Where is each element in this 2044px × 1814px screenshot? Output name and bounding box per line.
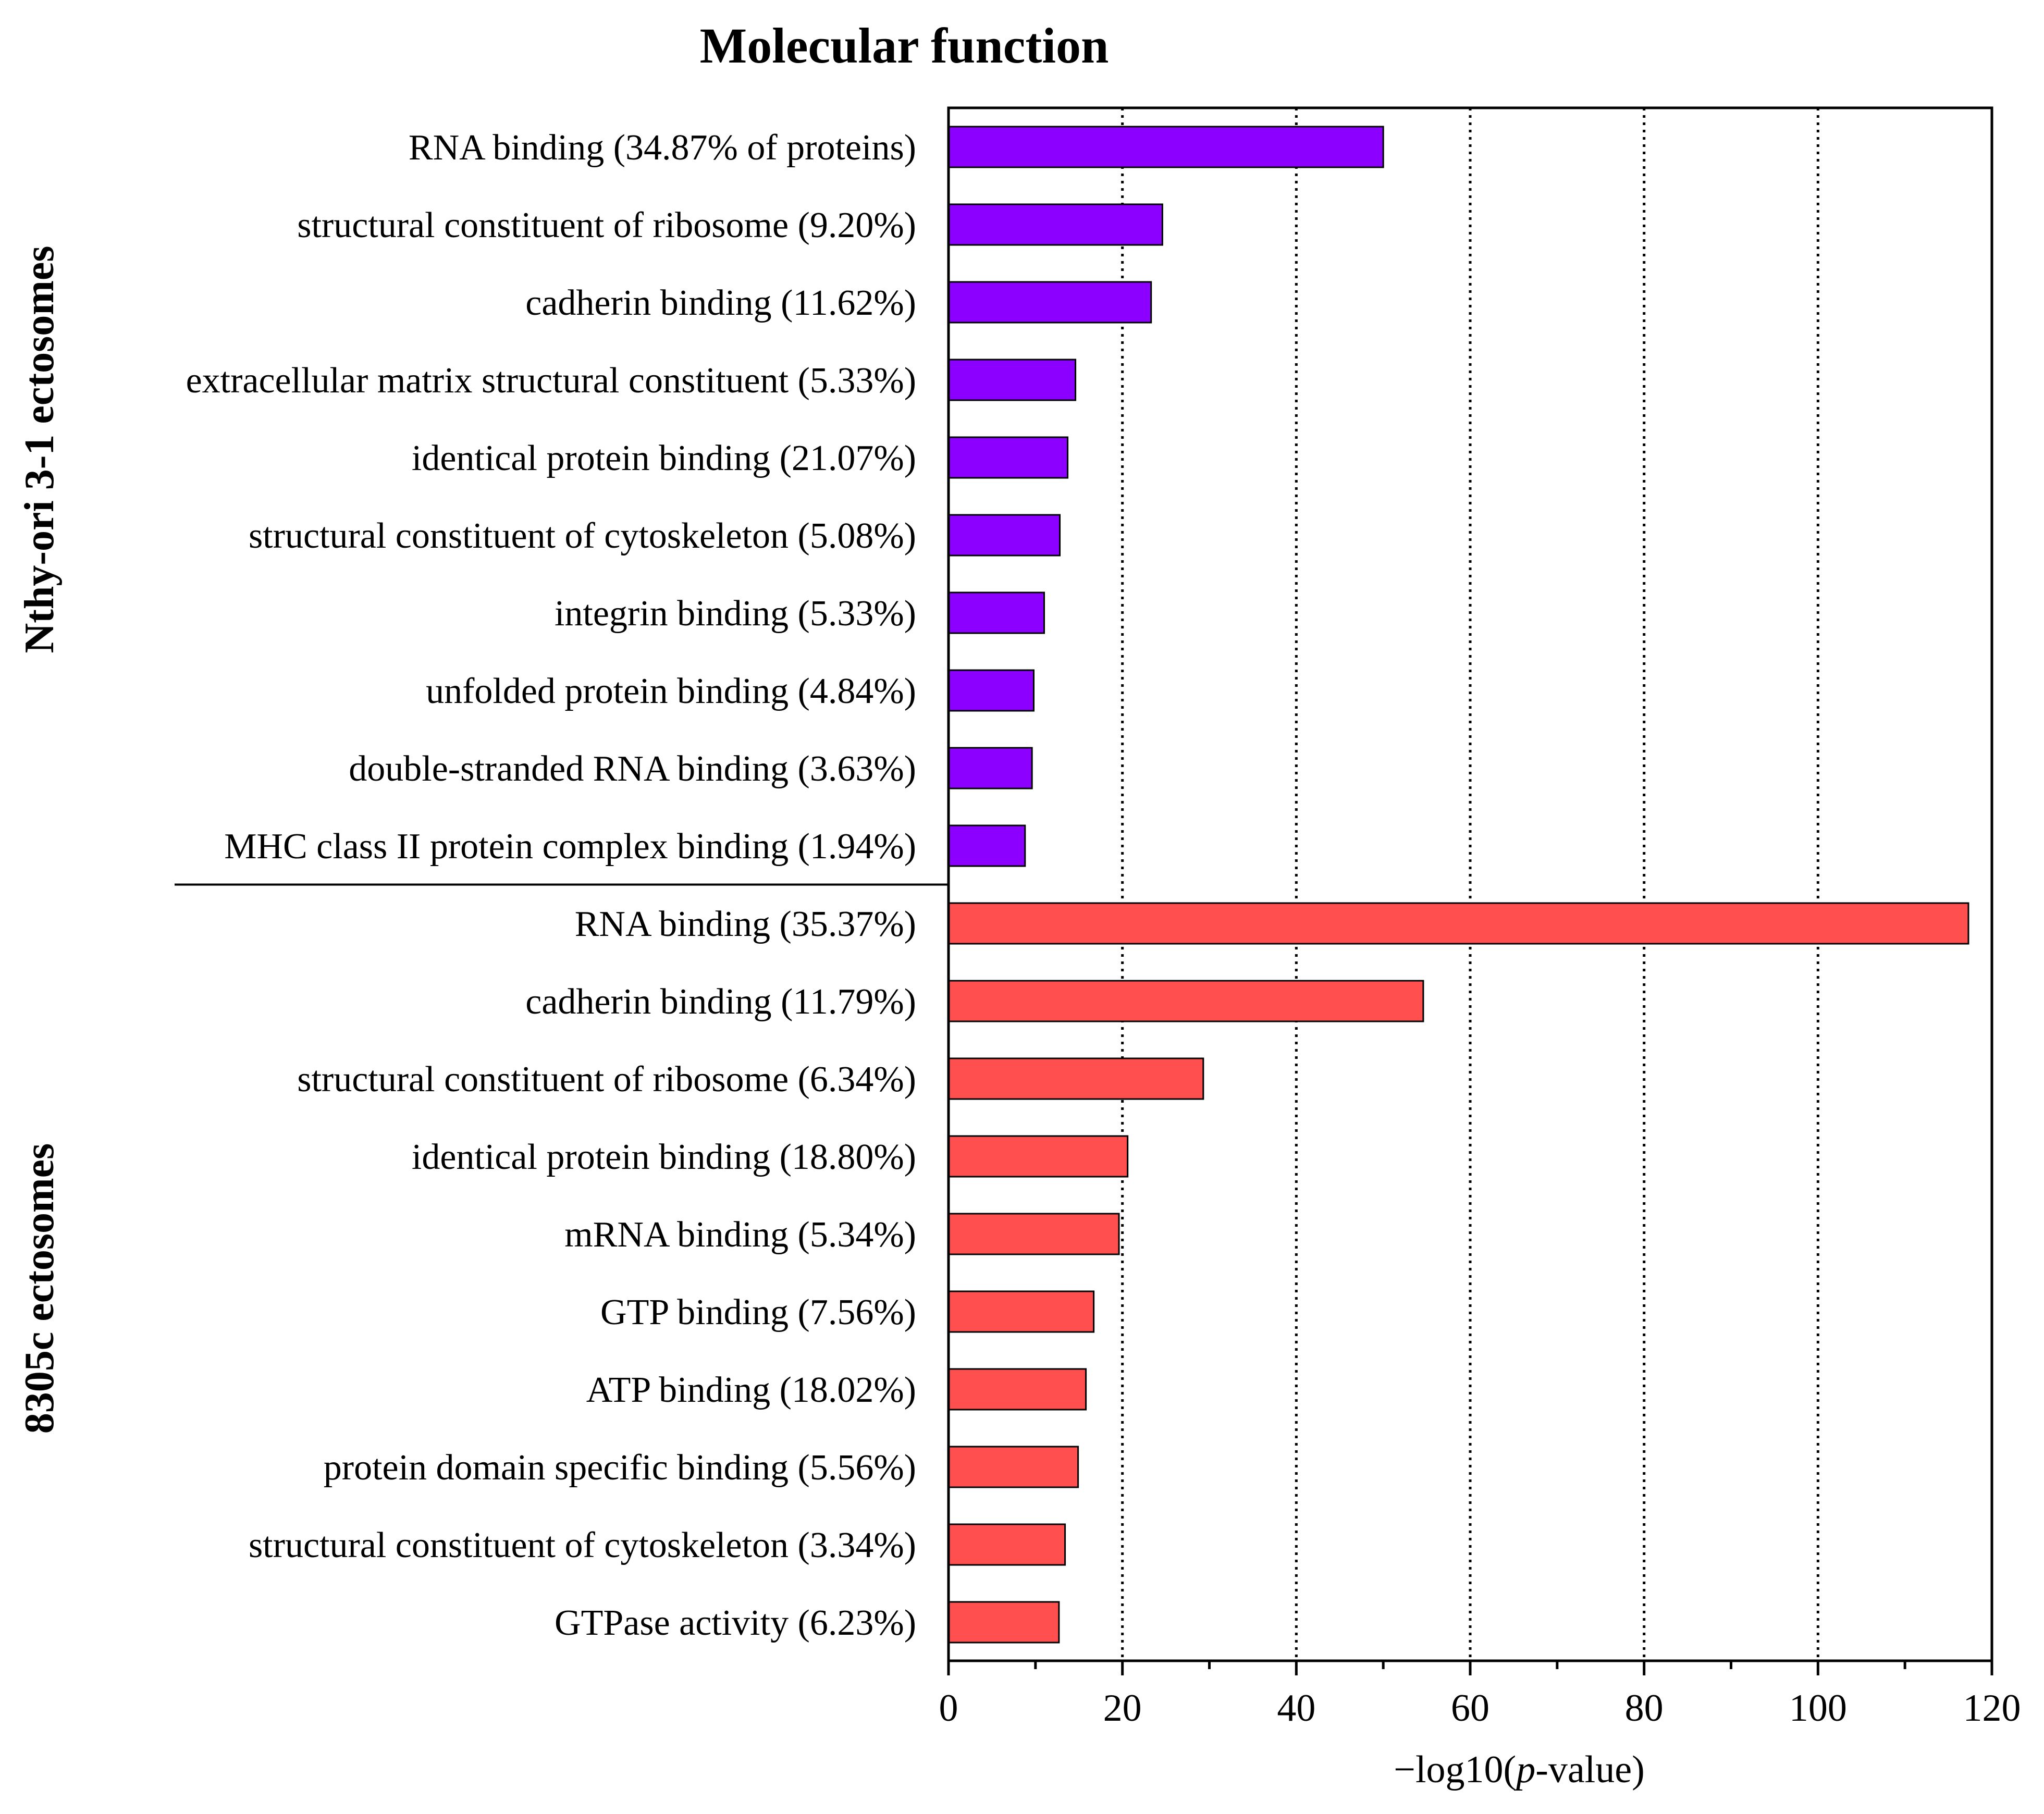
category-label: structural constituent of ribosome (9.20… — [297, 205, 916, 245]
bar-2-7 — [947, 1368, 1087, 1411]
category-label: protein domain specific binding (5.56%) — [324, 1448, 916, 1488]
category-label: MHC class II protein complex binding (1.… — [224, 826, 916, 867]
bar-1-9 — [947, 747, 1033, 789]
bar-1-8 — [947, 669, 1035, 712]
plot-frame — [947, 106, 1993, 1662]
x-axis-label: −log10(p-value) — [1394, 1748, 1644, 1791]
category-label: structural constituent of ribosome (6.34… — [297, 1059, 916, 1100]
category-label: identical protein binding (18.80%) — [412, 1137, 916, 1177]
category-label: unfolded protein binding (4.84%) — [426, 671, 916, 711]
category-label: integrin binding (5.33%) — [555, 594, 916, 634]
x-tick-label: 0 — [939, 1687, 958, 1730]
bar-2-9 — [947, 1523, 1066, 1566]
bar-2-6 — [947, 1290, 1095, 1333]
bar-2-1 — [947, 902, 1969, 945]
group-label-2: 8305c ectosomes — [17, 1143, 63, 1434]
category-label: extracellular matrix structural constitu… — [186, 361, 916, 401]
bar-1-3 — [947, 281, 1152, 324]
x-tick-label: 40 — [1277, 1687, 1315, 1730]
x-tick-label: 100 — [1789, 1687, 1847, 1730]
bar-1-1 — [947, 126, 1384, 168]
x-axis-label-suffix: -value) — [1535, 1748, 1645, 1791]
bar-1-10 — [947, 824, 1026, 867]
gridlines — [1121, 108, 1819, 1661]
category-label: GTP binding (7.56%) — [600, 1292, 916, 1332]
category-label: structural constituent of cytoskeleton (… — [249, 516, 916, 556]
bar-2-2 — [947, 980, 1424, 1022]
axes: 0 20 40 60 80 100 120 — [175, 106, 2021, 1730]
bar-1-5 — [947, 436, 1069, 479]
category-labels: RNA binding (34.87% of proteins) structur… — [186, 128, 916, 1643]
chart-title: Molecular function — [700, 18, 1109, 73]
bars — [947, 126, 1969, 1644]
category-label: RNA binding (35.37%) — [575, 904, 916, 944]
bar-1-4 — [947, 359, 1077, 401]
category-label: cadherin binding (11.79%) — [525, 982, 916, 1022]
x-axis-label-italic: p — [1513, 1748, 1535, 1791]
bar-2-3 — [947, 1057, 1204, 1100]
group-labels: Nthy-ori 3-1 ectosomes 8305c ectosomes — [17, 246, 63, 1434]
x-tick-label: 20 — [1103, 1687, 1142, 1730]
x-tick-label: 60 — [1451, 1687, 1489, 1730]
bar-1-6 — [947, 514, 1061, 557]
category-label: cadherin binding (11.62%) — [525, 283, 916, 323]
bar-1-7 — [947, 591, 1045, 634]
bar-2-4 — [947, 1135, 1129, 1178]
x-tick-label: 80 — [1625, 1687, 1664, 1730]
bar-2-10 — [947, 1601, 1060, 1644]
category-label: mRNA binding (5.34%) — [564, 1215, 916, 1255]
category-label: double-stranded RNA binding (3.63%) — [349, 749, 916, 789]
x-axis-label-prefix: −log10( — [1394, 1748, 1516, 1791]
category-label: identical protein binding (21.07%) — [412, 438, 916, 478]
bar-1-2 — [947, 203, 1163, 246]
group-label-1: Nthy-ori 3-1 ectosomes — [17, 246, 63, 653]
bar-2-8 — [947, 1446, 1079, 1488]
x-tick-label: 120 — [1963, 1687, 2021, 1730]
bar-2-5 — [947, 1213, 1120, 1255]
category-label: RNA binding (34.87% of proteins) — [409, 128, 916, 168]
category-label: ATP binding (18.02%) — [586, 1370, 916, 1410]
category-label: structural constituent of cytoskeleton (… — [249, 1525, 916, 1565]
category-label: GTPase activity (6.23%) — [555, 1603, 916, 1643]
